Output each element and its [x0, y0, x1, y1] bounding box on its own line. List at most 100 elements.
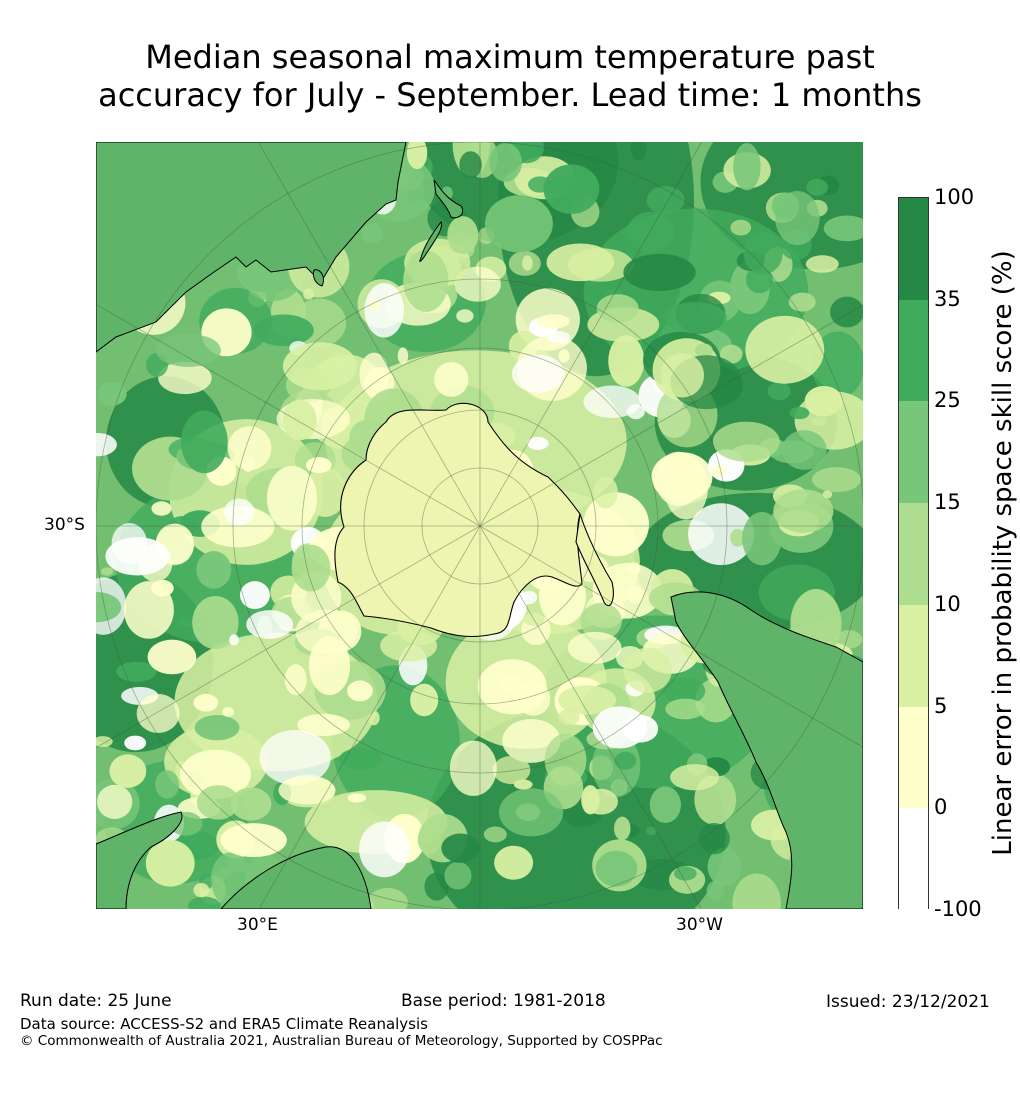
colorbar-tick-label: 5: [934, 693, 948, 718]
skill-patch: [645, 826, 657, 836]
skill-patch: [192, 596, 239, 650]
base-period: Base period: 1981-2018: [401, 991, 606, 1011]
skill-patch: [151, 501, 172, 516]
skill-patch: [484, 195, 553, 253]
colorbar: [898, 197, 929, 911]
skill-patch: [193, 882, 210, 898]
colorbar-segment: [899, 401, 928, 504]
skill-patch: [364, 282, 404, 338]
skill-patch: [229, 634, 239, 646]
issued-date: Issued: 23/12/2021: [826, 992, 990, 1012]
lon-label-30e: 30°E: [237, 915, 278, 935]
skill-patch: [596, 294, 639, 323]
skill-patch: [494, 845, 534, 880]
skill-patch: [483, 826, 507, 843]
skill-patch: [116, 661, 157, 682]
skill-patch: [492, 755, 531, 785]
skill-patch: [595, 523, 634, 544]
skill-patch: [662, 302, 727, 334]
skill-patch: [291, 544, 331, 592]
skill-patch: [608, 335, 645, 387]
southern-africa: [96, 811, 372, 909]
skill-patch: [730, 219, 752, 236]
skill-patch: [459, 151, 482, 179]
colorbar-tick-label: 25: [934, 388, 961, 413]
skill-patch: [403, 250, 449, 312]
skill-patch: [222, 706, 235, 717]
tasmania: [313, 269, 324, 287]
skill-patch: [196, 551, 232, 589]
skill-patch: [654, 451, 703, 507]
australia-coast: [96, 142, 407, 353]
skill-patch: [449, 740, 497, 796]
skill-patch: [158, 361, 212, 395]
skill-patch: [96, 592, 122, 623]
polar-map: [96, 142, 863, 909]
skill-patch: [177, 618, 194, 627]
skill-patch: [410, 683, 439, 717]
skill-patch: [380, 629, 438, 662]
skill-patch: [454, 266, 501, 302]
colorbar-tick-label: 35: [934, 286, 961, 311]
skill-patch: [282, 342, 358, 391]
skill-patch: [581, 785, 600, 815]
skill-patch: [456, 309, 474, 323]
skill-patch: [537, 314, 570, 329]
colorbar-segment: [899, 706, 928, 809]
new-zealand-south-island: [419, 221, 443, 262]
skill-patch: [805, 255, 839, 273]
australia: [96, 142, 407, 353]
meridian-line: [96, 525, 481, 749]
colorbar-tick-label: 0: [934, 795, 948, 820]
skill-patch: [745, 315, 825, 384]
skill-patch: [239, 581, 270, 610]
skill-patch: [822, 490, 833, 499]
colorbar-segment: [899, 198, 928, 301]
skill-patch: [558, 685, 617, 715]
skill-patch: [368, 710, 380, 726]
skill-patch: [698, 822, 730, 855]
skill-patch: [511, 354, 565, 393]
skill-patch: [580, 602, 622, 640]
skill-patch: [305, 457, 332, 474]
colorbar-segment: [899, 503, 928, 606]
chart-title: Median seasonal maximum temperature past…: [0, 38, 1020, 114]
skill-patch: [179, 749, 251, 799]
skill-patch: [742, 511, 782, 566]
skill-patch: [626, 562, 641, 576]
skill-patch: [811, 331, 863, 399]
south-america-coast: [670, 591, 863, 909]
skill-patch: [347, 793, 367, 803]
skill-patch: [194, 715, 240, 741]
skill-patch: [338, 748, 383, 770]
skill-patch: [592, 706, 647, 749]
skill-patch: [444, 861, 472, 890]
colorbar-tick-label: 10: [934, 591, 961, 616]
skill-patch: [767, 382, 791, 401]
skill-patch: [155, 333, 221, 367]
skill-patch: [707, 847, 742, 886]
skill-patch: [397, 347, 409, 365]
skill-patch: [583, 385, 641, 418]
skill-patch: [660, 353, 705, 398]
skill-patch: [367, 888, 408, 909]
skill-patch: [544, 733, 587, 786]
skill-patch: [733, 143, 761, 191]
skill-patch: [522, 255, 533, 271]
skill-patch: [695, 343, 713, 358]
skill-patch: [434, 361, 469, 397]
skill-patch: [266, 465, 318, 531]
skill-patch: [719, 344, 743, 364]
skill-patch: [223, 498, 255, 526]
antarctica: [334, 402, 614, 637]
title-line-1: Median seasonal maximum temperature past: [145, 38, 875, 76]
skill-patch: [359, 352, 389, 397]
skill-patch: [788, 292, 816, 312]
meridian-line: [258, 525, 481, 909]
skill-patch: [773, 489, 834, 533]
skill-patch: [96, 432, 117, 457]
skill-patch: [96, 736, 113, 748]
meridian-line: [96, 303, 481, 527]
skill-patch: [151, 579, 174, 597]
skill-patch: [630, 142, 647, 161]
